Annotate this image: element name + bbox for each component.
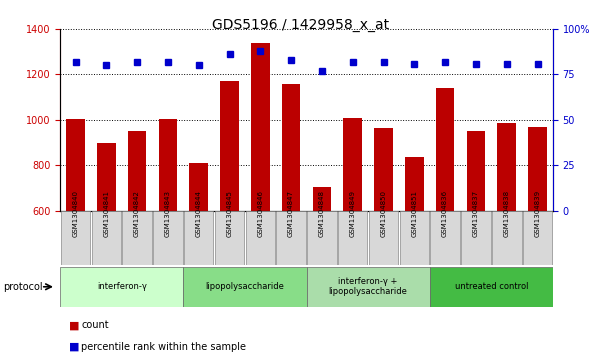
Bar <box>66 119 85 211</box>
Text: GSM1304843: GSM1304843 <box>165 190 171 237</box>
Bar <box>251 43 270 211</box>
Bar <box>282 84 300 211</box>
Bar <box>91 211 121 265</box>
Bar <box>461 211 490 265</box>
Bar <box>184 211 213 265</box>
Bar <box>221 81 239 211</box>
Text: GDS5196 / 1429958_x_at: GDS5196 / 1429958_x_at <box>212 18 389 32</box>
Text: GSM1304840: GSM1304840 <box>73 190 79 237</box>
Text: GSM1304841: GSM1304841 <box>103 190 109 237</box>
Text: GSM1304839: GSM1304839 <box>534 189 540 237</box>
Text: ■: ■ <box>69 320 79 330</box>
Bar <box>405 157 424 211</box>
Text: percentile rank within the sample: percentile rank within the sample <box>81 342 246 352</box>
Text: protocol: protocol <box>3 282 43 292</box>
Text: GSM1304848: GSM1304848 <box>319 190 325 237</box>
Text: GSM1304842: GSM1304842 <box>134 190 140 237</box>
Bar <box>467 131 485 211</box>
Bar <box>430 211 460 265</box>
Text: GSM1304845: GSM1304845 <box>227 190 233 237</box>
Bar <box>400 211 429 265</box>
Bar <box>153 211 183 265</box>
Text: GSM1304844: GSM1304844 <box>196 190 202 237</box>
Bar <box>313 187 331 211</box>
Bar <box>128 131 147 211</box>
Bar <box>338 211 367 265</box>
Text: GSM1304850: GSM1304850 <box>380 190 386 237</box>
Bar <box>307 267 430 307</box>
Text: GSM1304836: GSM1304836 <box>442 189 448 237</box>
Text: untreated control: untreated control <box>454 282 528 291</box>
Text: GSM1304849: GSM1304849 <box>350 190 356 237</box>
Bar <box>498 123 516 211</box>
Text: interferon-γ: interferon-γ <box>97 282 147 291</box>
Bar <box>97 143 115 211</box>
Text: GSM1304838: GSM1304838 <box>504 189 510 237</box>
Text: ■: ■ <box>69 342 79 352</box>
Bar <box>307 211 337 265</box>
Text: GSM1304846: GSM1304846 <box>257 190 263 237</box>
Bar <box>159 119 177 211</box>
Bar <box>344 118 362 211</box>
Bar <box>374 128 393 211</box>
Bar <box>183 267 307 307</box>
Bar <box>276 211 306 265</box>
Text: interferon-γ +
lipopolysaccharide: interferon-γ + lipopolysaccharide <box>329 277 407 297</box>
Text: GSM1304851: GSM1304851 <box>411 190 417 237</box>
Bar <box>436 88 454 211</box>
Bar <box>523 211 552 265</box>
Bar <box>528 127 547 211</box>
Bar <box>369 211 398 265</box>
Text: lipopolysaccharide: lipopolysaccharide <box>206 282 284 291</box>
Bar <box>246 211 275 265</box>
Bar <box>123 211 152 265</box>
Text: count: count <box>81 320 109 330</box>
Bar <box>60 267 183 307</box>
Bar <box>492 211 522 265</box>
Bar <box>189 163 208 211</box>
Bar <box>61 211 90 265</box>
Bar <box>215 211 244 265</box>
Text: GSM1304837: GSM1304837 <box>473 189 479 237</box>
Bar <box>430 267 553 307</box>
Text: GSM1304847: GSM1304847 <box>288 190 294 237</box>
